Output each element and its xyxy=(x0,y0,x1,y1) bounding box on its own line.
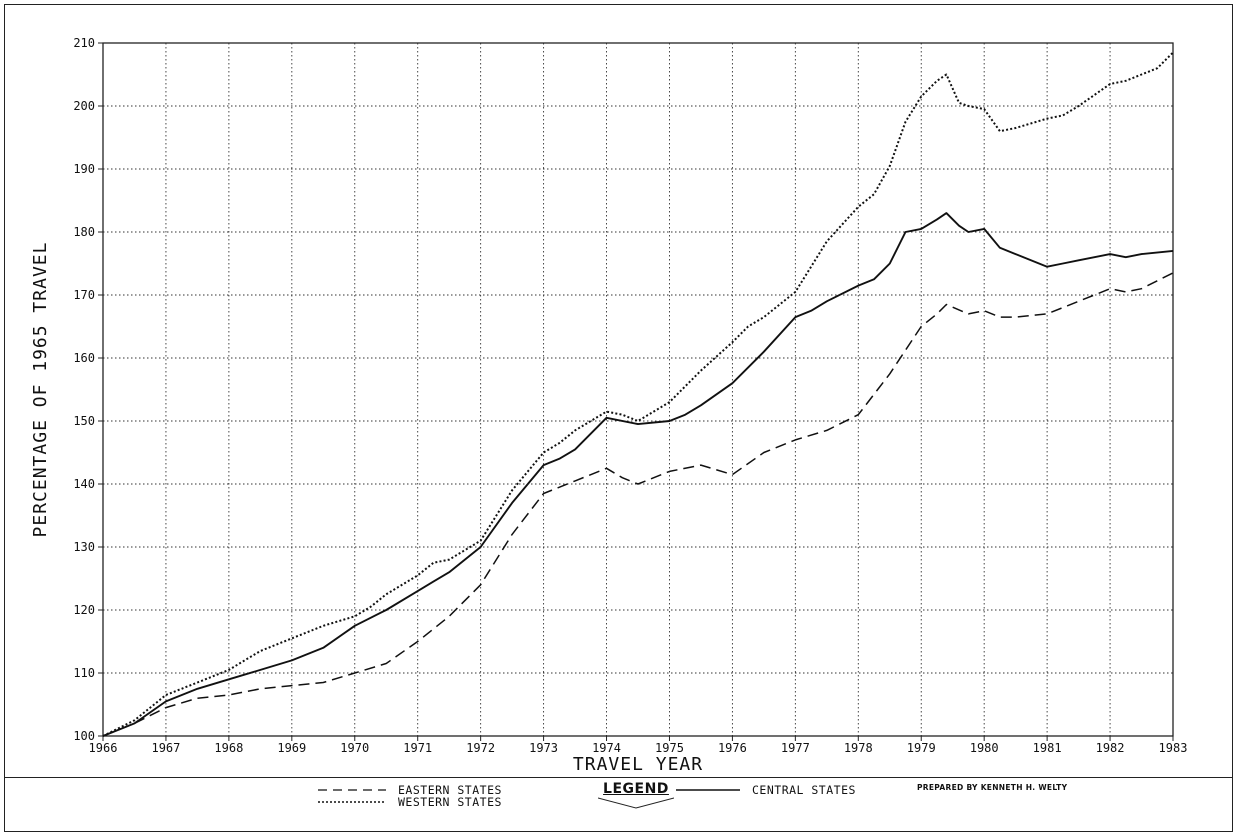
series-line-central-states xyxy=(102,212,1174,737)
x-tick-label: 1969 xyxy=(277,741,306,755)
x-tick-label: 1966 xyxy=(89,741,118,755)
plot-area xyxy=(102,42,1174,737)
x-axis-ticks: 1966 1967 1968 1969 1970 1971 1972 1973 1974 1975… xyxy=(89,736,1188,755)
series xyxy=(102,51,1174,737)
y-axis-title: PERCENTAGE OF 1965 TRAVEL xyxy=(30,242,51,538)
x-tick-label: 1981 xyxy=(1033,741,1062,755)
y-tick-label: 110 xyxy=(73,666,95,680)
y-tick-label: 160 xyxy=(73,351,95,365)
prepared-by-credit: PREPARED BY KENNETH H. WELTY xyxy=(917,783,1068,792)
legend-label-eastern: EASTERN STATES xyxy=(398,783,502,797)
y-tick-label: 150 xyxy=(73,414,95,428)
legend-item-western: WESTERN STATES xyxy=(318,795,502,809)
x-tick-label: 1973 xyxy=(529,741,558,755)
x-axis-title: TRAVEL YEAR xyxy=(573,754,703,775)
x-tick-label: 1974 xyxy=(592,741,621,755)
x-tick-label: 1976 xyxy=(718,741,747,755)
y-tick-label: 180 xyxy=(73,225,95,239)
x-tick-label: 1980 xyxy=(970,741,999,755)
legend-label-western: WESTERN STATES xyxy=(398,795,502,809)
x-tick-label: 1971 xyxy=(403,741,432,755)
legend-divider xyxy=(4,777,1233,778)
x-tick-label: 1983 xyxy=(1159,741,1188,755)
x-tick-label: 1979 xyxy=(907,741,936,755)
x-tick-label: 1977 xyxy=(781,741,810,755)
y-tick-label: 130 xyxy=(73,540,95,554)
legend-swatch-dashed xyxy=(318,789,386,791)
y-axis-ticks: 100 110 120 130 140 150 160 170 180 190 200 210 xyxy=(73,36,103,743)
x-tick-label: 1978 xyxy=(844,741,873,755)
y-tick-label: 100 xyxy=(73,729,95,743)
x-tick-label: 1982 xyxy=(1096,741,1125,755)
legend-swatch-solid xyxy=(676,789,740,791)
legend-label-central: CENTRAL STATES xyxy=(752,783,856,797)
x-tick-label: 1970 xyxy=(340,741,369,755)
x-tick-label: 1968 xyxy=(214,741,243,755)
y-tick-label: 170 xyxy=(73,288,95,302)
legend-arrow-icon xyxy=(598,797,674,809)
y-tick-label: 120 xyxy=(73,603,95,617)
y-tick-label: 200 xyxy=(73,99,95,113)
x-tick-label: 1975 xyxy=(655,741,684,755)
legend-title: LEGEND xyxy=(603,781,669,797)
legend-swatch-dotted xyxy=(318,801,386,803)
legend-item-central: CENTRAL STATES xyxy=(676,783,856,797)
y-tick-label: 190 xyxy=(73,162,95,176)
series-line-western-states xyxy=(102,51,1174,737)
legend-item-eastern: EASTERN STATES xyxy=(318,783,502,797)
x-tick-label: 1967 xyxy=(151,741,180,755)
series-line-eastern-states xyxy=(102,272,1174,737)
grid xyxy=(103,43,1173,736)
y-tick-label: 140 xyxy=(73,477,95,491)
y-tick-label: 210 xyxy=(73,36,95,50)
chart-frame xyxy=(4,4,1233,832)
x-tick-label: 1972 xyxy=(466,741,495,755)
